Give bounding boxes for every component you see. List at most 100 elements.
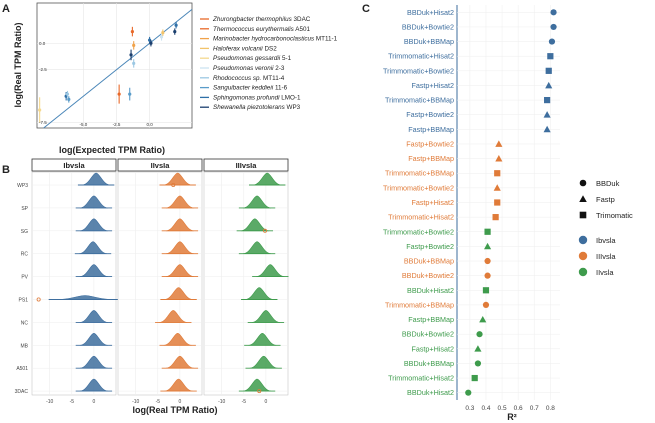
panel-b-density-ridge — [79, 264, 108, 277]
panel-a-legend-label: Sanguibacter keddieii 11-6 — [213, 85, 288, 92]
legend-species-name: Rhodococcus sp. — [213, 75, 261, 82]
panel-b-x-axis-label: log(Real TPM Ratio) — [133, 405, 218, 415]
panel-a-points — [38, 22, 178, 123]
panel-b-row-label: SP — [21, 206, 28, 212]
panel-c-letter: C — [362, 3, 370, 15]
panel-c-legend-color-label: IIvsla — [596, 268, 614, 277]
panel-a-legend-label: Rhodococcus sp. MT11-4 — [213, 75, 285, 82]
panel-b-density-ridge — [248, 332, 277, 346]
panel-b-x-tick-label: -10 — [46, 399, 53, 405]
panel-a-legend-label: Haloferax volcanii DS2 — [213, 45, 277, 52]
panel-a-point — [132, 61, 136, 65]
panel-b-row-label: A501 — [16, 366, 28, 372]
panel-b-facet-title: Ibvsla — [63, 161, 85, 170]
panel-b-facet-panel — [31, 171, 117, 396]
panel-a-point — [67, 97, 71, 101]
panel-b-row-label: RC — [21, 252, 29, 258]
panel-a-point — [159, 35, 164, 39]
panel-b-row-label: PV — [21, 275, 28, 281]
panel-a-legend: Zhurongbacter thermophilus 3DAC Thermococ… — [200, 16, 338, 111]
panel-c-row-label: Trimmomatic+BBMap — [385, 169, 454, 178]
legend-species-name: Pseudomonas veronii — [213, 65, 274, 72]
panel-c-x-tick-label: 0.3 — [465, 405, 474, 412]
panel-a-y-tick-label: -2.5 — [39, 67, 47, 72]
panel-c-row-label: Trimmomatic+Bowtie2 — [383, 66, 454, 75]
panel-a-point — [65, 92, 70, 96]
panel-b-density-ridge — [243, 241, 272, 254]
panel-b-facet-header — [203, 158, 289, 172]
panel-b-x-tick-label: -10 — [132, 399, 139, 405]
panel-b-row-label: SG — [21, 229, 28, 235]
panel-a-point — [174, 23, 178, 27]
legend-species-name: Pseudomonas gessardii — [213, 55, 281, 62]
panel-c-x-tick-label: 0.7 — [530, 405, 539, 412]
panel-a-letter: A — [2, 3, 10, 15]
panel-c-point — [548, 38, 556, 45]
legend-strain-name: A501 — [294, 26, 311, 33]
panel-c-row-label: BBDuk+Bowtie2 — [402, 330, 454, 339]
legend-species-name: Sphingomonas profundi — [213, 94, 280, 101]
panel-c-point — [479, 315, 487, 323]
panel-c-point — [550, 23, 557, 31]
panel-c-point — [494, 170, 501, 177]
panel-b-density-ridge — [165, 264, 194, 277]
panel-c-point — [484, 242, 492, 250]
panel-a-plot-area — [36, 2, 193, 129]
panel-b-facet-title: IIIvsIa — [236, 161, 258, 170]
panel-c-row-label: Fastp+Bowtie2 — [406, 139, 454, 148]
panel-a-y-tick-label: -7.5 — [39, 120, 47, 125]
legend-species-name: Shewanella piezotolerans — [213, 104, 286, 111]
panel-c-point — [474, 360, 482, 367]
panel-c-row-label: Fastp+BBMap — [408, 125, 454, 134]
panel-b-density-ridge — [165, 241, 194, 254]
panel-c-legend-color-swatch — [578, 251, 588, 261]
panel-a-x-axis-label: log(Expected TPM Ratio) — [59, 145, 165, 155]
legend-strain-name: LMO-1 — [280, 94, 301, 101]
legend-strain-name: MT11-1 — [314, 36, 337, 43]
panel-b-facet-title: IIvsIa — [151, 161, 171, 170]
panel-a-point — [132, 43, 136, 47]
panel-c-legend-shape-label: Fastp — [596, 195, 615, 204]
panel-a-legend-label: Pseudomonas gessardii 5-1 — [213, 55, 292, 62]
panel-b-density-ridge — [256, 264, 285, 277]
panel-c-point — [493, 184, 501, 191]
legend-strain-name: DS2 — [263, 45, 277, 52]
panel-b-density-ridge — [79, 332, 108, 346]
panel-b-density-ridge — [79, 310, 108, 323]
panel-c-legend-shape-label: BBDuk — [596, 179, 620, 188]
panel-c-point — [545, 67, 552, 74]
panel-c-point — [476, 331, 483, 338]
panel-a-ticks: -5.0 -2.5 0.0 -7.5 -2.5 0.0 — [39, 41, 153, 127]
panel-c-legend-shape — [579, 179, 587, 187]
panel-a-grid — [37, 3, 192, 128]
legend-strain-name: 5-1 — [280, 55, 291, 62]
panel-b-density-ridge — [79, 378, 108, 392]
panel-b-facet-panel — [203, 171, 289, 396]
panel-c-row-label: Trimmomatic+BBMap — [385, 96, 454, 105]
panel-a-point — [38, 108, 42, 112]
panel-c-legend-shape — [579, 211, 587, 219]
legend-species-name: Zhurongbacter thermophilus — [212, 16, 293, 23]
panel-c-legend-shape-label: Trimomatic — [596, 211, 633, 220]
panel-c-row-label: Trimmomatic+Bowtie2 — [383, 183, 454, 192]
panel-b-outlier — [36, 297, 41, 302]
panel-c-x-tick-label: 0.6 — [514, 405, 523, 412]
panel-c: C 0.3 0.4 0.5 0.6 0.7 0.8 BBDuk+Hisat2 BBDuk+Bo… — [362, 3, 633, 422]
panel-c-point — [484, 272, 491, 279]
panel-c-point — [465, 389, 472, 396]
panel-a-legend-label: Thermococcus eurythermalis A501 — [213, 26, 310, 33]
panel-b-density-ridge — [249, 355, 278, 369]
panel-c-plot: 0.3 0.4 0.5 0.6 0.7 0.8 BBDuk+Hisat2 BBDuk+Bowt… — [383, 5, 560, 412]
panel-b-row-label: 3DAC — [15, 389, 29, 395]
panel-c-row-label: Fastp+BBMap — [408, 315, 454, 324]
panel-c-point — [484, 228, 491, 235]
panel-c-row-label: Fastp+Bowtie2 — [406, 242, 454, 251]
panel-b-x-tick-label: 0 — [93, 399, 96, 405]
panel-a-point — [129, 53, 133, 57]
panel-b-density-ridge — [251, 310, 280, 323]
panel-a-identity-line-path — [43, 8, 193, 129]
panel-a-legend-label: Pseudomonas veronii 2-3 — [213, 65, 285, 72]
panel-c-legend-shape — [579, 195, 587, 203]
panel-c-row-label: BBDuk+Hisat2 — [407, 286, 454, 295]
panel-b-letter: B — [2, 164, 10, 176]
